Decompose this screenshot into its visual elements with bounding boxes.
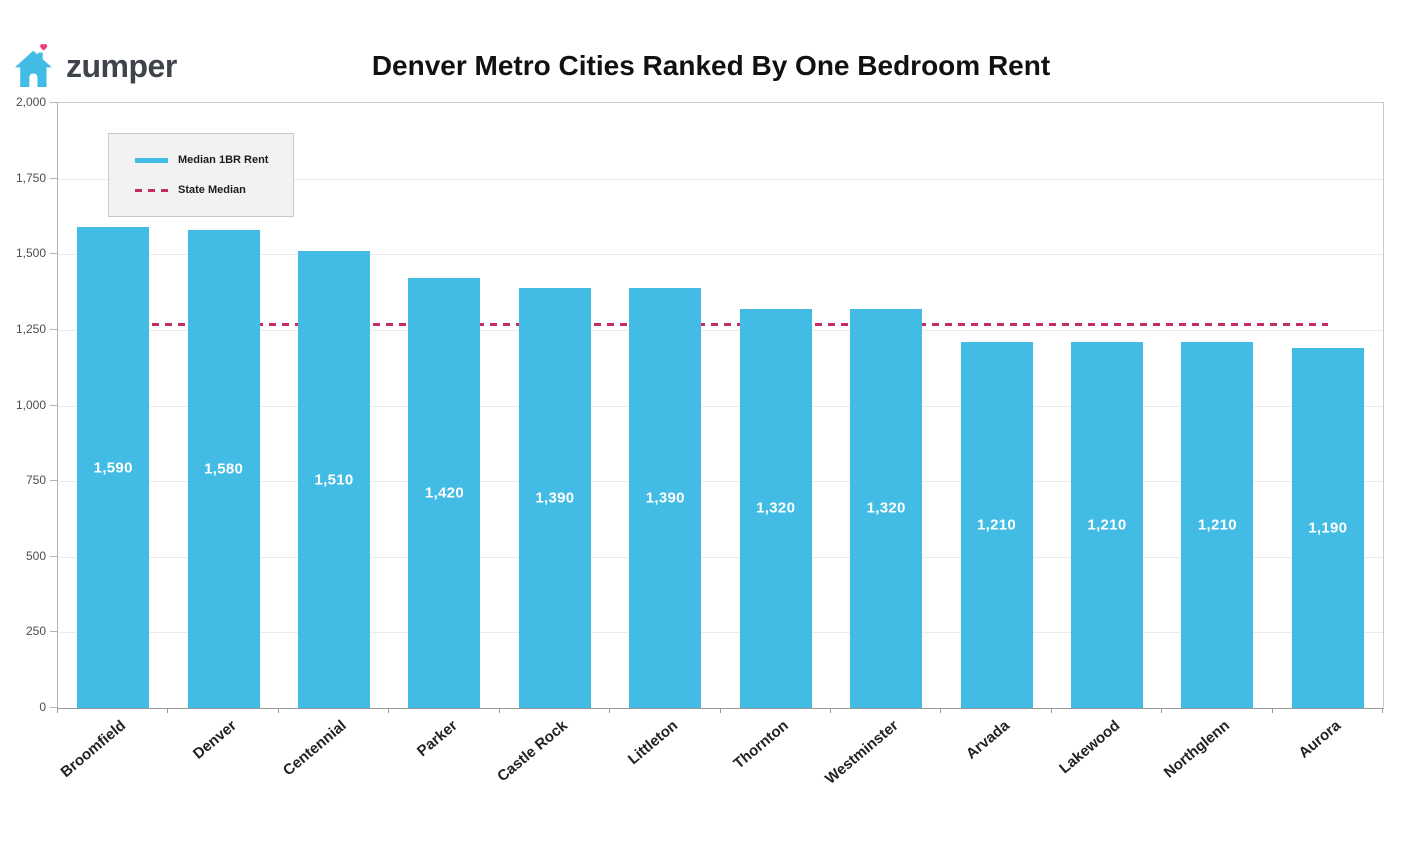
x-axis-tick: [277, 708, 279, 713]
x-axis-tick: [498, 708, 500, 713]
legend-label: State Median: [178, 184, 246, 196]
bar-value-label: 1,210: [1087, 516, 1127, 534]
dashed-line-swatch: [135, 188, 168, 192]
bar-value-label: 1,320: [756, 499, 796, 517]
y-axis-tick: [50, 177, 57, 179]
x-axis-label: Arvada: [962, 717, 1013, 763]
y-axis-tick: [50, 328, 57, 330]
bar-value-label: 1,190: [1308, 519, 1348, 537]
legend-box: Median 1BR Rent State Median: [108, 133, 294, 217]
x-axis-label: Centennial: [280, 717, 350, 780]
y-axis-tick: [50, 480, 57, 482]
legend-item-state-median: State Median: [135, 184, 293, 196]
y-axis-label: 500: [25, 548, 46, 563]
plot-area: 1,590 1,580 1,510 1,420 1,390 1,390 1,320 1,320…: [57, 102, 1384, 709]
solid-line-swatch: [135, 157, 168, 163]
bar-value-label: 1,580: [204, 460, 244, 478]
x-axis-label: Lakewood: [1055, 717, 1123, 778]
state-median-line: [113, 322, 1328, 326]
bar: 1,390: [629, 287, 702, 708]
bar: 1,210: [1070, 341, 1143, 708]
zumper-house-icon: [14, 44, 52, 88]
y-axis-label: 2,000: [15, 95, 46, 109]
y-axis-label: 1,750: [15, 170, 46, 185]
bar-value-label: 1,210: [1197, 516, 1237, 534]
house-door: [29, 73, 38, 88]
x-axis-label: Broomfield: [57, 717, 130, 781]
heart-icon: [40, 44, 48, 51]
x-axis-label: Parker: [413, 717, 461, 761]
x-axis-label: Littleton: [624, 717, 682, 769]
x-axis-tick: [1271, 708, 1273, 713]
bar: 1,320: [739, 308, 812, 708]
x-axis-label: Westminster: [822, 717, 903, 788]
gridline: [58, 178, 1383, 180]
bar: 1,580: [187, 230, 260, 708]
bar: 1,390: [518, 287, 591, 708]
x-axis-label: Northglenn: [1161, 717, 1234, 782]
x-axis-tick: [167, 708, 169, 713]
gridline: [58, 254, 1383, 256]
bar: 1,420: [408, 278, 481, 708]
y-axis-label: 250: [25, 624, 46, 639]
bar-value-label: 1,390: [645, 489, 685, 507]
y-axis-label: 1,000: [15, 397, 46, 412]
y-axis-label: 750: [25, 473, 46, 488]
y-axis-tick: [50, 102, 57, 103]
x-axis-tick: [719, 708, 721, 713]
x-axis-tick: [57, 708, 58, 713]
gridline: [58, 405, 1383, 407]
bar-value-label: 1,590: [93, 459, 133, 477]
x-axis-tick: [609, 708, 611, 713]
chart-title: Denver Metro Cities Ranked By One Bedroo…: [371, 50, 1051, 81]
gridline: [58, 481, 1383, 483]
legend-label: Median 1BR Rent: [178, 154, 269, 166]
y-axis-tick: [50, 253, 57, 255]
x-axis-label: Aurora: [1295, 717, 1344, 762]
y-axis-label: 1,500: [15, 246, 46, 261]
x-axis-label: Thornton: [730, 717, 792, 773]
y-axis-label: 0: [39, 700, 46, 714]
gridline: [58, 329, 1383, 331]
y-axis-label: 1,250: [15, 321, 46, 336]
bar-value-label: 1,320: [866, 499, 906, 517]
house-shape: [14, 50, 52, 88]
x-axis-tick: [388, 708, 390, 713]
y-axis-tick: [50, 631, 57, 633]
x-axis-tick: [940, 708, 942, 713]
zumper-logo-text: zumper: [66, 48, 177, 84]
bar: 1,190: [1291, 348, 1364, 708]
y-axis-tick: [50, 707, 57, 708]
bar: 1,210: [960, 341, 1033, 708]
x-axis-tick: [829, 708, 831, 713]
gridline: [58, 556, 1383, 558]
bar-value-label: 1,420: [424, 484, 464, 502]
bar: 1,210: [1181, 341, 1254, 708]
zumper-logo: zumper: [14, 42, 177, 90]
bar: 1,510: [298, 251, 371, 708]
bar-value-label: 1,210: [977, 516, 1017, 534]
legend-item-median-rent: Median 1BR Rent: [135, 154, 293, 166]
bar: 1,320: [850, 308, 923, 708]
bar-value-label: 1,510: [314, 471, 354, 489]
x-axis-tick: [1161, 708, 1163, 713]
x-axis-label: Castle Rock: [494, 717, 571, 786]
gridline: [58, 632, 1383, 634]
y-axis-tick: [50, 404, 57, 406]
bar-value-label: 1,390: [535, 489, 575, 507]
x-axis-tick: [1050, 708, 1052, 713]
x-axis-tick: [1382, 708, 1383, 713]
y-axis-tick: [50, 555, 57, 557]
bar: 1,590: [77, 227, 150, 708]
x-axis-label: Denver: [189, 717, 240, 763]
